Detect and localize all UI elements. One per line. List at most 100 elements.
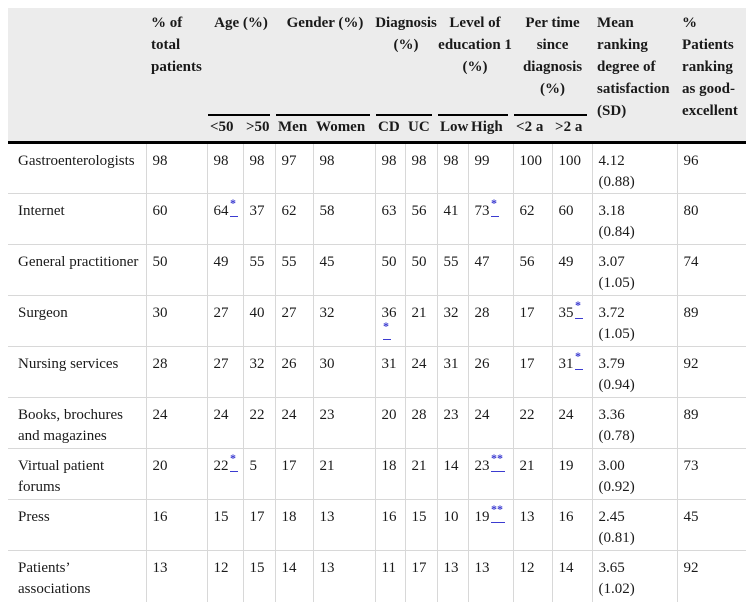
- table-cell: 26: [274, 346, 314, 398]
- table-cell: 62: [274, 193, 314, 245]
- table-cell: 22 *: [206, 448, 244, 500]
- table-cell: 73: [676, 448, 747, 500]
- table-cell: 98: [242, 142, 276, 194]
- table-cell: 45: [676, 499, 747, 551]
- table-cell: 16: [551, 499, 593, 551]
- satisfaction-cell: 3.72 (1.05): [591, 295, 678, 347]
- row-label: Press: [8, 499, 147, 551]
- sub-col-header-high: High: [468, 116, 514, 144]
- table-cell: 97: [274, 142, 314, 194]
- table-row: Internet 60 64 * 37 62 58 63 56 41 73 * 62 60 3.18 (0.8…: [8, 193, 747, 245]
- table-cell: 60: [551, 193, 593, 245]
- table-cell: 98: [145, 142, 208, 194]
- table-cell: 14: [551, 550, 593, 602]
- table-cell: 24: [145, 397, 208, 449]
- col-header-diagnosis-label: Diagnosis (%): [375, 15, 437, 53]
- table-cell: 80: [676, 193, 747, 245]
- footnote-link[interactable]: *: [229, 197, 239, 217]
- table-cell: 17: [242, 499, 276, 551]
- footnote-link[interactable]: *: [229, 452, 239, 472]
- table-body: Gastroenterologists 98 98 98 97 98 98 98 98 99 100…: [8, 142, 747, 602]
- sub-col-header-gt2a: >2 a: [552, 116, 593, 144]
- table-row: Gastroenterologists 98 98 98 97 98 98 98 98 99 100…: [8, 142, 747, 194]
- row-label: Nursing services: [8, 346, 147, 398]
- table-cell: 23 **: [467, 448, 514, 500]
- col-header-gender-label: Gender (%): [286, 15, 364, 31]
- table-cell: 37: [242, 193, 276, 245]
- table-cell: 32: [242, 346, 276, 398]
- col-header-education-label: Level of education 1 (%): [438, 15, 512, 75]
- table-header: % of total patients Age (%) Gender (%) D…: [8, 8, 747, 144]
- footnote-link[interactable]: *: [490, 197, 500, 217]
- table-cell: 56: [512, 244, 553, 296]
- table-cell: 35 *: [551, 295, 593, 347]
- table-cell: 18: [374, 448, 406, 500]
- sd-value: (1.02): [598, 581, 635, 597]
- table-cell: 30: [145, 295, 208, 347]
- mean-value: 2.45: [598, 509, 625, 525]
- table-cell: 22: [512, 397, 553, 449]
- table-cell: 56: [404, 193, 438, 245]
- table-cell: 89: [676, 295, 747, 347]
- table-cell: 100: [512, 142, 553, 194]
- sd-value: (0.78): [598, 428, 635, 444]
- table-cell: 49: [206, 244, 244, 296]
- table-cell: 24: [551, 397, 593, 449]
- table-row: Books, brochures and magazines 24 24 22 24 23…: [8, 397, 747, 449]
- table-cell: 24: [467, 397, 514, 449]
- row-label: Books, brochures and magazines: [8, 397, 147, 449]
- table-cell: 98: [404, 142, 438, 194]
- table-row: Virtual patient forums 20 22 * 5 17 21 18 21 14 23…: [8, 448, 747, 500]
- sd-value: (1.05): [598, 326, 635, 342]
- table-cell: 20: [145, 448, 208, 500]
- satisfaction-cell: 3.00 (0.92): [591, 448, 678, 500]
- table-cell: 27: [206, 295, 244, 347]
- table-cell: 19: [551, 448, 593, 500]
- sub-col-header-men: Men: [275, 116, 314, 144]
- table-cell: 55: [242, 244, 276, 296]
- satisfaction-cell: 4.12 (0.88): [591, 142, 678, 194]
- footnote-link[interactable]: *: [382, 320, 392, 340]
- table-cell: 73 *: [467, 193, 514, 245]
- asterisk-icon: **: [491, 502, 504, 516]
- col-header-per-time-label: Per time since diagnosis (%): [522, 15, 583, 97]
- table-cell: 50: [404, 244, 438, 296]
- table-row: Press 16 15 17 18 13 16 15 10 19 ** 13 16 2.45 (0.81) 4…: [8, 499, 747, 551]
- table-cell: 21: [512, 448, 553, 500]
- table-cell: 12: [512, 550, 553, 602]
- asterisk-icon: *: [575, 298, 582, 312]
- footnote-link[interactable]: *: [574, 350, 584, 370]
- footnote-link[interactable]: **: [490, 503, 506, 523]
- table-cell: 13: [512, 499, 553, 551]
- satisfaction-cell: 3.07 (1.05): [591, 244, 678, 296]
- table-cell: 19 **: [467, 499, 514, 551]
- table-cell: 16: [374, 499, 406, 551]
- mean-value: 3.18: [598, 203, 625, 219]
- footnote-link[interactable]: **: [490, 452, 506, 472]
- mean-value: 4.12: [598, 153, 625, 169]
- table-row: Nursing services 28 27 32 26 30 31 24 31 26 17 31 * 3…: [8, 346, 747, 398]
- table-cell: 31: [436, 346, 469, 398]
- sd-value: (0.81): [598, 530, 635, 546]
- table-cell: 60: [145, 193, 208, 245]
- satisfaction-cell: 3.65 (1.02): [591, 550, 678, 602]
- table-cell: 28: [145, 346, 208, 398]
- education-group-underline: [438, 114, 509, 116]
- footnote-link[interactable]: *: [574, 299, 584, 319]
- table-cell: 50: [374, 244, 406, 296]
- table-cell: 63: [374, 193, 406, 245]
- table-cell: 12: [206, 550, 244, 602]
- table-cell: 20: [374, 397, 406, 449]
- table-cell: 27: [206, 346, 244, 398]
- asterisk-icon: *: [575, 349, 582, 363]
- table-cell: 45: [312, 244, 376, 296]
- table-cell: 74: [676, 244, 747, 296]
- asterisk-icon: *: [230, 196, 236, 210]
- col-header-per-time: Per time since diagnosis (%): [513, 8, 593, 116]
- row-label: Virtual patient forums: [8, 448, 147, 500]
- table-cell: 27: [274, 295, 314, 347]
- asterisk-icon: *: [383, 319, 390, 333]
- table-cell: 32: [312, 295, 376, 347]
- table-cell: 49: [551, 244, 593, 296]
